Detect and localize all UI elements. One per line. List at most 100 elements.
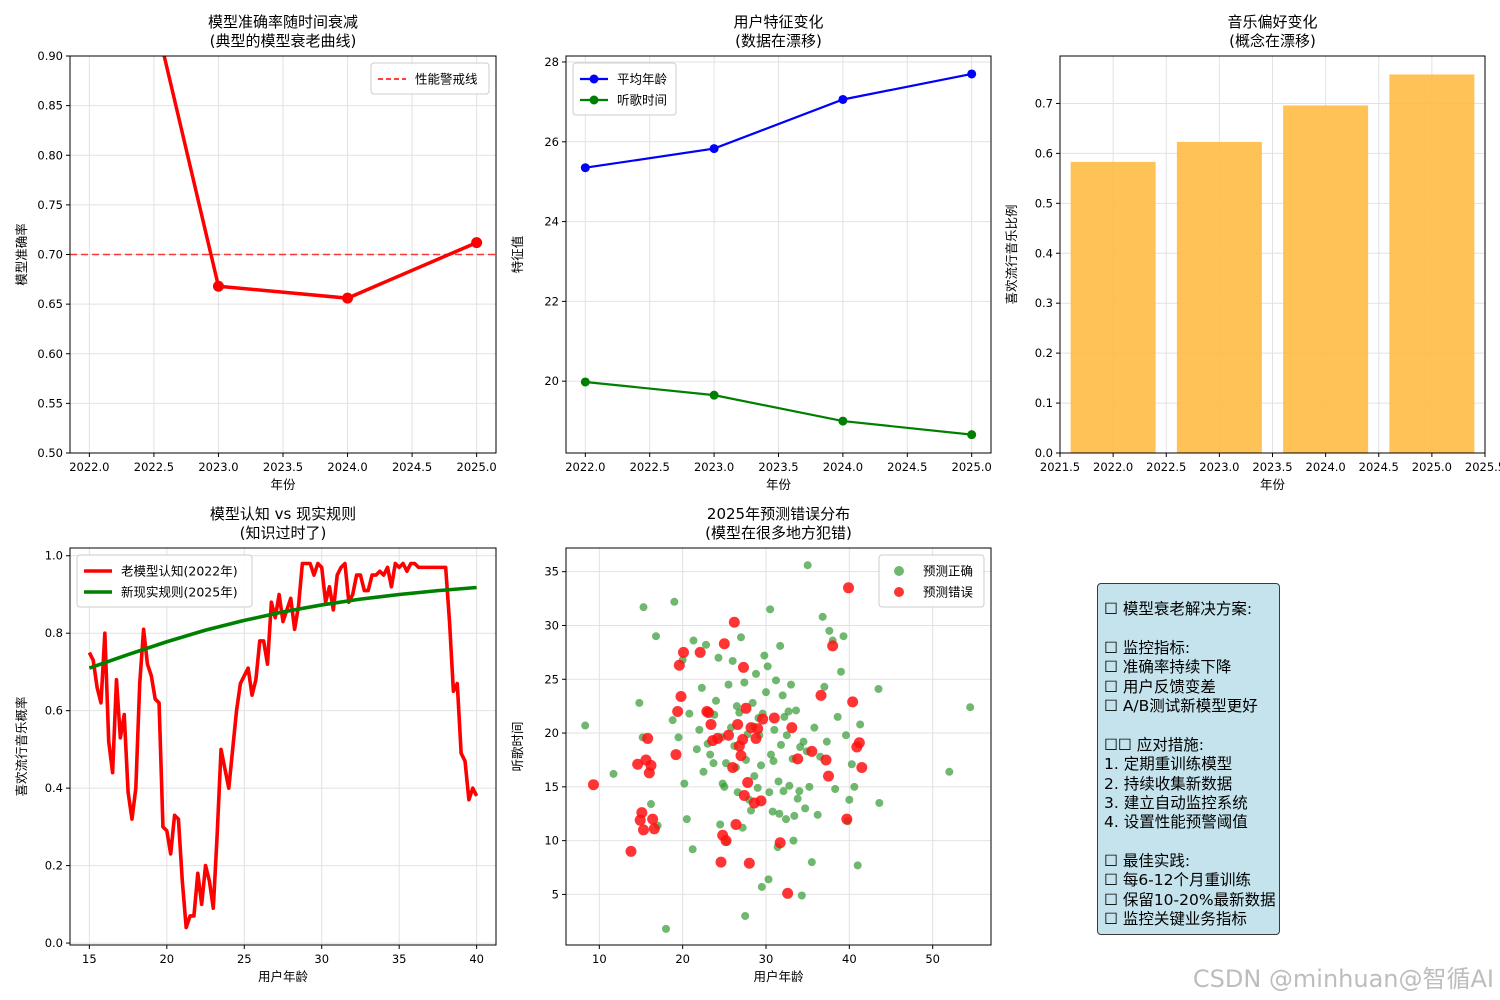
correct-prediction-point: [813, 810, 822, 819]
preference-bar: [1070, 161, 1156, 453]
correct-prediction-point: [780, 712, 789, 721]
wrong-prediction-point: [705, 718, 717, 730]
y-tick-label: 1.0: [45, 549, 63, 563]
x-tick-label: 50: [925, 952, 940, 966]
y-tick-label: 30: [544, 618, 559, 632]
legend-marker: [589, 74, 599, 84]
subplot-4: 15 20 25 30 35 40 0.0 0.2 0.4 0.6 0.8 1.0 模型认知 vs 现实…: [14, 505, 497, 984]
chart-subtitle: (概念在漂移): [1229, 32, 1316, 50]
correct-prediction-point: [845, 795, 854, 804]
wrong-prediction-point: [847, 696, 859, 708]
plot-area: [1070, 74, 1475, 453]
correct-prediction-point: [856, 720, 865, 729]
correct-prediction-point: [581, 721, 590, 730]
y-tick-label: 0.4: [45, 781, 63, 795]
info-line: ☐☐ 应对措施:: [1104, 735, 1204, 754]
correct-prediction-point: [766, 605, 775, 614]
wrong-prediction-point: [727, 761, 739, 773]
correct-prediction-point: [966, 703, 975, 712]
correct-prediction-point: [763, 662, 772, 671]
info-line: 1. 定期重训练模型: [1104, 755, 1233, 774]
y-tick-label: 20: [544, 726, 559, 740]
wrong-prediction-point: [647, 813, 659, 825]
correct-prediction-point: [839, 632, 848, 641]
y-tick-label: 0.75: [37, 198, 63, 212]
correct-prediction-point: [639, 603, 648, 612]
y-tick-label: 10: [544, 834, 559, 848]
wrong-prediction-point: [820, 754, 832, 766]
feature-point: [709, 390, 719, 400]
correct-prediction-point: [850, 782, 859, 791]
legend-marker: [894, 587, 904, 597]
info-line: ☐ 准确率持续下降: [1104, 658, 1232, 677]
correct-prediction-point: [728, 656, 737, 665]
solution-info-panel: ☐ 模型衰老解决方案: ☐ 监控指标: ☐ 准确率持续下降 ☐ 用户反馈变差 ☐…: [1097, 583, 1280, 935]
correct-prediction-point: [682, 815, 691, 824]
x-tick-label: 2024.0: [823, 460, 863, 474]
y-tick-label: 5: [552, 887, 559, 901]
correct-prediction-point: [799, 737, 808, 746]
y-tick-label: 0.6: [45, 704, 63, 718]
feature-point: [709, 144, 719, 154]
correct-prediction-point: [825, 626, 834, 635]
correct-prediction-point: [774, 777, 783, 786]
x-tick-label: 2025.0: [457, 460, 497, 474]
wrong-prediction-point: [740, 702, 752, 714]
y-tick-label: 0.5: [1035, 196, 1053, 210]
y-tick-label: 0.1: [1035, 396, 1053, 410]
correct-prediction-point: [853, 861, 862, 870]
y-tick-label: 0.85: [37, 99, 63, 113]
wrong-prediction-point: [738, 661, 749, 673]
x-tick-label: 2024.0: [1306, 460, 1346, 474]
y-tick-label: 35: [544, 565, 559, 579]
correct-prediction-point: [741, 911, 750, 920]
correct-prediction-point: [789, 836, 798, 845]
correct-prediction-point: [688, 845, 697, 854]
x-tick-label: 2022.5: [630, 460, 670, 474]
x-tick-label: 2022.0: [69, 460, 109, 474]
correct-prediction-point: [753, 783, 762, 792]
wrong-prediction-point: [720, 835, 732, 847]
correct-prediction-point: [782, 731, 791, 740]
correct-prediction-point: [647, 800, 655, 809]
y-tick-label: 0.6: [1035, 146, 1053, 160]
wrong-prediction-point: [678, 646, 689, 658]
info-line: ☐ 模型衰老解决方案:: [1104, 600, 1253, 618]
wrong-prediction-point: [723, 729, 734, 741]
wrong-prediction-point: [670, 749, 682, 761]
correct-prediction-point: [810, 723, 819, 732]
y-tick-label: 15: [544, 780, 559, 794]
x-tick-label: 10: [592, 952, 607, 966]
preference-bar: [1283, 105, 1369, 453]
legend-box: [370, 62, 490, 95]
x-tick-label: 2021.5: [1040, 460, 1080, 474]
x-axis-label: 年份: [1260, 477, 1286, 492]
x-tick-label: 2024.5: [887, 460, 927, 474]
correct-prediction-point: [818, 612, 827, 621]
wrong-prediction-point: [841, 813, 853, 825]
y-tick-label: 0.60: [37, 347, 63, 361]
legend-box: [76, 554, 253, 608]
wrong-prediction-point: [856, 761, 868, 773]
correct-prediction-point: [689, 636, 698, 645]
correct-prediction-point: [692, 745, 701, 754]
correct-prediction-point: [652, 632, 660, 641]
y-tick-label: 0.55: [37, 396, 63, 410]
legend: 老模型认知(2022年) 新现实规则(2025年): [76, 554, 253, 608]
wrong-prediction-point: [737, 734, 749, 746]
plot-area: [580, 69, 977, 440]
correct-prediction-point: [792, 706, 800, 715]
wrong-prediction-point: [853, 737, 865, 749]
y-tick-label: 0.0: [1035, 446, 1053, 460]
correct-prediction-point: [757, 761, 765, 770]
correct-prediction-point: [820, 682, 829, 691]
y-axis-label: 喜欢流行音乐概率: [14, 696, 29, 796]
subplot-2: 2022.0 2022.5 2023.0 2023.5 2024.0 2024.5 2025…: [510, 13, 992, 492]
y-tick-label: 0.4: [1035, 246, 1053, 260]
correct-prediction-point: [768, 807, 777, 816]
feature-point: [967, 69, 977, 79]
info-line: [1104, 833, 1275, 852]
correct-prediction-point: [737, 633, 745, 642]
wrong-prediction-point: [815, 689, 827, 701]
